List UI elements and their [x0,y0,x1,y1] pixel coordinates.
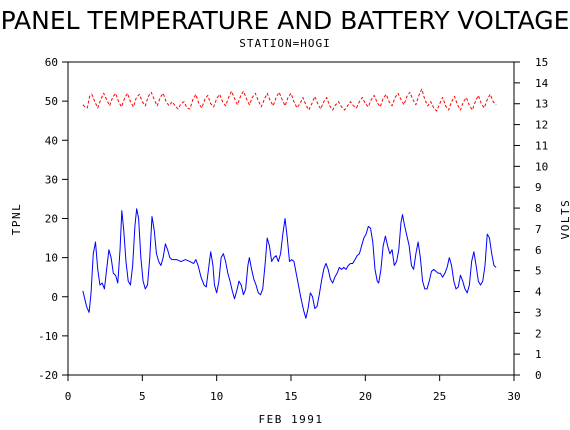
y2-tick-label: 1 [535,348,542,361]
x-axis-label: FEB 1991 [259,413,324,426]
x-tick-label: 20 [359,390,372,403]
x-tick-label: 15 [284,390,297,403]
x-tick-label: 25 [433,390,446,403]
chart-title: PANEL TEMPERATURE AND BATTERY VOLTAGE [1,6,570,35]
y-tick-label: 20 [45,213,58,226]
voltage-series [82,88,497,112]
y2-tick-label: 9 [535,181,542,194]
y2-tick-label: 7 [535,223,542,236]
x-tick-label: 10 [210,390,223,403]
y2-tick-label: 10 [535,160,548,173]
temperature-series [82,208,497,319]
y2-tick-label: 13 [535,98,548,111]
x-tick-label: 30 [507,390,520,403]
y2-tick-label: 12 [535,119,548,132]
y-tick-label: 0 [51,291,58,304]
y-tick-label: 30 [45,173,58,186]
x-axis: 0 5 10 15 20 25 30 [65,375,521,403]
voltage-line [82,88,497,112]
y-tick-label: 10 [45,252,58,265]
right-y-axis-label: VOLTS [559,199,570,240]
y-tick-label: 60 [45,56,58,69]
y-tick-label: -10 [38,330,58,343]
y2-tick-label: 8 [535,202,542,215]
x-tick-label: 0 [65,390,72,403]
left-y-axis: -20 -10 0 10 20 30 40 50 60 [38,56,68,382]
y-tick-label: 50 [45,95,58,108]
y2-tick-label: 15 [535,56,548,69]
left-y-axis-label: TPNL [10,203,23,236]
y2-tick-label: 14 [535,77,549,90]
y2-tick-label: 3 [535,306,542,319]
y-tick-label: 40 [45,134,58,147]
temperature-line [82,208,497,319]
x-tick-label: 5 [139,390,146,403]
chart-subtitle: STATION=HOGI [239,37,330,50]
y2-tick-label: 5 [535,265,542,278]
y2-tick-label: 0 [535,369,542,382]
y-tick-label: -20 [38,369,58,382]
plot-frame [67,61,515,376]
y2-tick-label: 4 [535,286,542,299]
y2-tick-label: 2 [535,327,542,340]
y2-tick-label: 11 [535,139,548,152]
y2-tick-label: 6 [535,244,542,257]
